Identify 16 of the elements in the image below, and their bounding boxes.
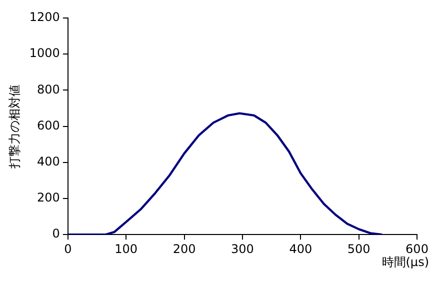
y-tick-label: 200 <box>37 190 60 205</box>
y-tick-label: 1000 <box>29 46 60 60</box>
y-tick-label: 800 <box>37 82 60 96</box>
y-tick-label: 0 <box>52 226 60 241</box>
x-tick-label: 0 <box>64 242 72 256</box>
x-tick-label: 500 <box>347 242 370 256</box>
x-tick-label: 300 <box>231 242 254 256</box>
x-tick-label: 100 <box>114 242 138 256</box>
x-axis-title: 時間(μs) <box>382 254 429 271</box>
x-tick-label: 200 <box>172 242 196 256</box>
y-tick-label: 1200 <box>29 10 60 24</box>
y-axis-title: 打撃力の相対値 <box>7 84 22 170</box>
x-tick-label: 400 <box>289 242 312 256</box>
y-tick-label: 400 <box>37 154 60 169</box>
y-tick-label: 600 <box>37 118 60 132</box>
x-tick-label: 600 <box>406 242 428 256</box>
